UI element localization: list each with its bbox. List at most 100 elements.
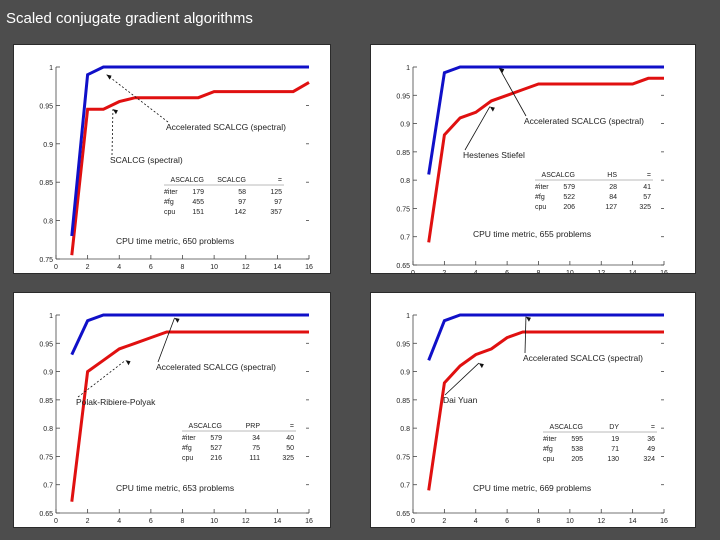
table-cell: 41 — [643, 184, 651, 191]
y-tick-label: 1 — [406, 65, 410, 72]
table-cell: 36 — [647, 436, 655, 443]
series-line — [427, 313, 664, 361]
chart-panel-accelerated-vs-polak-ribiere-polyak: 1 0.95 0.9 0.85 0.8 0.75 0.7 0.65 0 2 4 6 8 10 12 14 16 A… — [13, 292, 331, 528]
x-tick-label: 4 — [117, 264, 121, 271]
series-line — [70, 65, 309, 237]
x-tick-label: 10 — [210, 264, 218, 271]
x-tick-label: 8 — [537, 518, 541, 525]
x-tick-label: 16 — [660, 518, 668, 525]
y-tick-label: 0.75 — [396, 454, 410, 461]
table-cell: 75 — [252, 445, 260, 452]
y-tick-label: 0.95 — [39, 103, 53, 110]
x-tick-label: 12 — [597, 270, 605, 273]
table-cell: 97 — [238, 199, 246, 206]
annotation-label: Accelerated SCALCG (spectral) — [523, 353, 643, 363]
table-cell: 579 — [210, 435, 222, 442]
chart-caption: CPU time metric, 669 problems — [473, 483, 591, 493]
x-tick-label: 0 — [54, 518, 58, 525]
y-tick-label: 0.9 — [400, 370, 410, 377]
y-tick-label: 0.85 — [396, 398, 410, 405]
series-line — [70, 313, 309, 356]
table-cell: 325 — [282, 455, 294, 462]
x-tick-label: 6 — [149, 264, 153, 271]
table-cell: 142 — [234, 209, 246, 216]
x-tick-label: 0 — [411, 518, 415, 525]
annotation-arrowhead — [106, 74, 112, 80]
table-cell: #iter — [543, 436, 557, 443]
chart-panel-accelerated-vs-dai-yuan: 1 0.95 0.9 0.85 0.8 0.75 0.7 0.65 0 2 4 6 8 10 12 14 16 A… — [370, 292, 696, 528]
y-tick-label: 0.75 — [39, 454, 53, 461]
table-cell: 206 — [563, 204, 575, 211]
y-tick-label: 0.8 — [43, 426, 53, 433]
slide-title: Scaled conjugate gradient algorithms — [6, 10, 253, 27]
table-cell: 179 — [192, 189, 204, 196]
y-tick-label: 1 — [49, 313, 53, 320]
annotation-arrowhead — [499, 68, 505, 74]
table-cell: cpu — [164, 209, 175, 216]
chart-caption: CPU time metric, 650 problems — [116, 236, 234, 246]
annotation-label: SCALCG (spectral) — [110, 155, 183, 165]
series-line — [70, 81, 310, 256]
x-tick-label: 16 — [660, 270, 668, 273]
x-tick-label: 2 — [86, 518, 90, 525]
table-cell: 357 — [270, 209, 282, 216]
y-tick-label: 0.75 — [39, 257, 53, 264]
table-cell: 595 — [571, 436, 583, 443]
y-tick-label: 0.7 — [400, 235, 410, 242]
table-cell: 324 — [643, 456, 655, 463]
x-tick-label: 12 — [242, 264, 250, 271]
annotation-label: Accelerated SCALCG (spectral) — [166, 122, 286, 132]
table-header-cell: ASCALCG — [550, 424, 583, 431]
y-tick-label: 0.9 — [43, 142, 53, 149]
table-cell: 579 — [563, 184, 575, 191]
table-cell: 125 — [270, 189, 282, 196]
x-tick-label: 0 — [54, 264, 58, 271]
y-tick-label: 1 — [49, 65, 53, 72]
table-header-cell: = — [290, 423, 294, 430]
annotation-arrow — [524, 316, 527, 354]
x-tick-label: 8 — [181, 264, 185, 271]
table-cell: 325 — [639, 204, 651, 211]
annotation-arrow — [106, 74, 169, 123]
table-cell: 111 — [249, 455, 260, 462]
x-tick-label: 6 — [505, 518, 509, 525]
annotation-arrowhead — [112, 109, 118, 115]
y-tick-label: 0.95 — [396, 341, 410, 348]
x-tick-label: 14 — [273, 264, 281, 271]
chart-svg: 1 0.95 0.9 0.85 0.8 0.75 0.7 0.650 2 4 6 8 10 12 14 16 A… — [396, 65, 668, 273]
annotation-arrow — [157, 317, 175, 363]
table-header-cell: ASCALCG — [171, 177, 204, 184]
table-header-cell: = — [278, 177, 282, 184]
table-header-cell: DY — [609, 424, 619, 431]
x-tick-label: 10 — [210, 518, 218, 525]
chart-caption: CPU time metric, 655 problems — [473, 229, 591, 239]
table-cell: 216 — [210, 455, 222, 462]
table-cell: cpu — [535, 204, 546, 211]
x-tick-label: 6 — [149, 518, 153, 525]
series-line — [427, 330, 664, 491]
x-tick-label: 8 — [537, 270, 541, 273]
chart-svg: 1 0.95 0.9 0.85 0.8 0.75 0.7 0.650 2 4 6 8 10 12 14 16 A… — [396, 313, 668, 525]
annotation-arrowhead — [525, 316, 531, 322]
table-header-cell: = — [651, 424, 655, 431]
chart-caption: CPU time metric, 653 problems — [116, 483, 234, 493]
table-cell: 50 — [286, 445, 294, 452]
x-tick-label: 2 — [442, 518, 446, 525]
y-tick-label: 0.7 — [43, 483, 53, 490]
table-header-cell: = — [647, 172, 651, 179]
annotation-arrow — [77, 359, 126, 398]
x-tick-label: 4 — [474, 518, 478, 525]
table-header-cell: ASCALCG — [542, 172, 575, 179]
x-tick-label: 0 — [411, 270, 415, 273]
y-tick-label: 0.8 — [400, 426, 410, 433]
table-cell: 19 — [611, 436, 619, 443]
x-tick-label: 16 — [305, 518, 313, 525]
x-tick-label: 2 — [442, 270, 446, 273]
table-cell: 522 — [563, 194, 575, 201]
table-cell: cpu — [182, 455, 193, 462]
table-cell: 57 — [643, 194, 651, 201]
x-tick-label: 16 — [305, 264, 313, 271]
x-tick-label: 10 — [566, 518, 574, 525]
annotation-arrowhead — [125, 360, 131, 366]
annotation-arrow — [444, 362, 480, 396]
